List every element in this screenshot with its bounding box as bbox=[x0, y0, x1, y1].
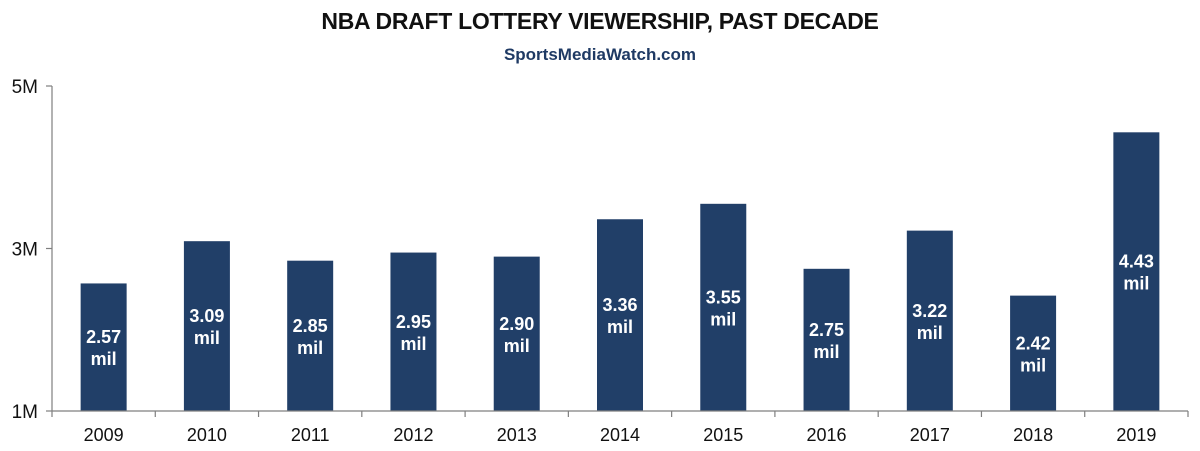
bar-value-label-2013: 2.90 bbox=[499, 314, 534, 334]
x-tick-label-2015: 2015 bbox=[703, 425, 743, 445]
bar-2015 bbox=[700, 203, 747, 411]
bar-2019 bbox=[1113, 132, 1160, 411]
bar-value-label-2010: 3.09 bbox=[189, 306, 224, 326]
x-tick-label-2014: 2014 bbox=[600, 425, 640, 445]
x-tick-label-2018: 2018 bbox=[1013, 425, 1053, 445]
bar-value-label-2016: 2.75 bbox=[809, 320, 844, 340]
y-tick-label-5M: 5M bbox=[12, 77, 38, 98]
bar-value-label-2019: 4.43 bbox=[1119, 252, 1154, 272]
bar-unit-label-2018: mil bbox=[1020, 355, 1046, 375]
bar-unit-label-2009: mil bbox=[91, 349, 117, 369]
bar-2018 bbox=[1010, 295, 1057, 411]
bar-unit-label-2017: mil bbox=[917, 323, 943, 343]
bar-unit-label-2019: mil bbox=[1123, 274, 1149, 294]
bar-2016 bbox=[803, 268, 850, 411]
bar-2014 bbox=[597, 219, 643, 411]
x-tick-label-2013: 2013 bbox=[497, 425, 537, 445]
x-tick-label-2016: 2016 bbox=[807, 425, 847, 445]
bar-2011 bbox=[287, 260, 334, 411]
chart-title: NBA DRAFT LOTTERY VIEWERSHIP, PAST DECAD… bbox=[321, 8, 879, 34]
bar-value-label-2017: 3.22 bbox=[912, 301, 947, 321]
bar-unit-label-2013: mil bbox=[504, 336, 530, 356]
x-tick-label-2012: 2012 bbox=[393, 425, 433, 445]
bar-2013 bbox=[493, 256, 540, 411]
bar-value-label-2018: 2.42 bbox=[1016, 333, 1051, 353]
y-tick-label-3M: 3M bbox=[12, 240, 38, 261]
x-tick-label-2019: 2019 bbox=[1116, 425, 1156, 445]
x-tick-label-2017: 2017 bbox=[910, 425, 950, 445]
bar-value-label-2012: 2.95 bbox=[396, 312, 431, 332]
bar-unit-label-2011: mil bbox=[297, 338, 323, 358]
labels-layer: 2.57mil20093.09mil20102.85mil20112.95mil… bbox=[12, 77, 1157, 445]
y-tick-label-1M: 1M bbox=[12, 402, 38, 423]
chart-subtitle: SportsMediaWatch.com bbox=[503, 45, 697, 64]
bar-unit-label-2015: mil bbox=[710, 309, 736, 329]
bar-2012 bbox=[390, 252, 437, 411]
axes-layer bbox=[46, 85, 1189, 417]
bars-layer bbox=[80, 132, 1160, 411]
bar-value-label-2014: 3.36 bbox=[602, 295, 637, 315]
bar-value-label-2011: 2.85 bbox=[293, 316, 328, 336]
bar-2017 bbox=[906, 230, 953, 411]
bar-value-label-2009: 2.57 bbox=[86, 327, 121, 347]
bar-unit-label-2016: mil bbox=[814, 342, 840, 362]
bar-value-label-2015: 3.55 bbox=[706, 287, 741, 307]
x-tick-label-2009: 2009 bbox=[84, 425, 124, 445]
bar-unit-label-2012: mil bbox=[400, 334, 426, 354]
bar-2010 bbox=[183, 241, 230, 411]
bar-unit-label-2010: mil bbox=[194, 328, 220, 348]
x-tick-label-2010: 2010 bbox=[187, 425, 227, 445]
x-tick-label-2011: 2011 bbox=[291, 425, 330, 445]
bar-unit-label-2014: mil bbox=[607, 317, 633, 337]
bar-2009 bbox=[80, 283, 127, 411]
